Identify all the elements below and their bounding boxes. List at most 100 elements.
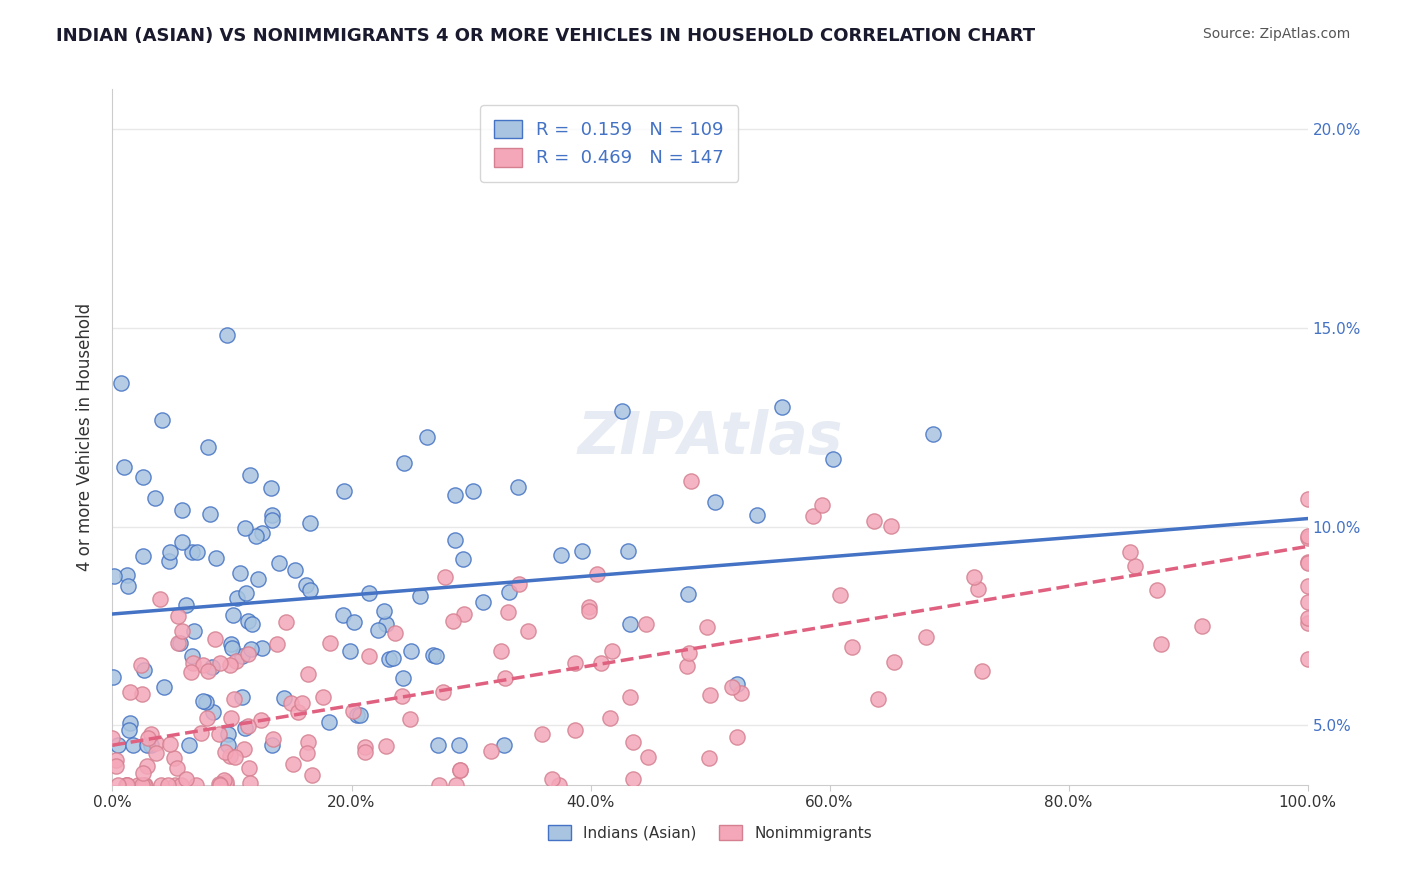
Point <box>1191 619 1213 633</box>
Point <box>115 568 138 582</box>
Point <box>186 545 208 559</box>
Point <box>399 644 422 658</box>
Point <box>139 727 162 741</box>
Point <box>174 772 197 786</box>
Point <box>145 736 167 750</box>
Point <box>357 648 380 663</box>
Point <box>564 723 586 738</box>
Point <box>131 687 153 701</box>
Text: ZIPAtlas: ZIPAtlas <box>578 409 842 466</box>
Point <box>232 742 254 756</box>
Point <box>578 603 600 617</box>
Point <box>101 670 124 684</box>
Point <box>200 507 222 521</box>
Point <box>391 689 413 703</box>
Point <box>250 525 273 540</box>
Point <box>132 766 155 780</box>
Point <box>180 649 202 664</box>
Point <box>157 554 180 568</box>
Point <box>623 734 645 748</box>
Point <box>1296 616 1319 631</box>
Point <box>530 727 553 741</box>
Point <box>167 636 190 650</box>
Point <box>141 738 163 752</box>
Point <box>297 735 319 749</box>
Point <box>444 778 467 792</box>
Point <box>191 658 214 673</box>
Point <box>291 696 314 710</box>
Point <box>240 617 263 632</box>
Point <box>260 738 283 752</box>
Point <box>219 657 242 672</box>
Point <box>427 738 450 752</box>
Point <box>1296 579 1319 593</box>
Point <box>112 459 135 474</box>
Point <box>540 772 562 786</box>
Point <box>564 657 586 671</box>
Point <box>208 777 231 791</box>
Point <box>134 663 156 677</box>
Point <box>699 688 721 702</box>
Point <box>239 468 262 483</box>
Point <box>239 776 262 790</box>
Point <box>117 579 139 593</box>
Point <box>318 715 340 730</box>
Point <box>747 508 769 522</box>
Point <box>427 778 450 792</box>
Point <box>214 745 236 759</box>
Point <box>120 685 142 699</box>
Point <box>163 751 186 765</box>
Point <box>637 750 659 764</box>
Point <box>332 608 354 623</box>
Point <box>132 549 155 563</box>
Point <box>117 778 139 792</box>
Point <box>367 624 389 638</box>
Point <box>453 607 475 622</box>
Point <box>963 570 986 584</box>
Point <box>1296 595 1319 609</box>
Point <box>131 778 153 792</box>
Point <box>697 751 720 765</box>
Point <box>110 376 132 391</box>
Point <box>297 667 319 681</box>
Point <box>730 686 752 700</box>
Point <box>221 640 243 655</box>
Point <box>1296 532 1319 546</box>
Point <box>204 632 226 646</box>
Point <box>841 640 863 654</box>
Point <box>135 738 157 752</box>
Point <box>617 544 640 558</box>
Point <box>236 647 259 661</box>
Point <box>224 750 246 764</box>
Point <box>425 649 447 664</box>
Point <box>298 582 321 597</box>
Point <box>127 778 149 792</box>
Point <box>619 617 641 632</box>
Point <box>236 719 259 733</box>
Point <box>678 587 700 601</box>
Point <box>479 744 502 758</box>
Point <box>399 712 422 726</box>
Point <box>416 430 439 444</box>
Point <box>922 426 945 441</box>
Point <box>915 630 938 644</box>
Y-axis label: 4 or more Vehicles in Household: 4 or more Vehicles in Household <box>76 303 94 571</box>
Point <box>246 572 269 586</box>
Point <box>219 711 242 725</box>
Point <box>183 624 205 638</box>
Point <box>1296 529 1319 543</box>
Point <box>197 664 219 678</box>
Point <box>720 680 742 694</box>
Point <box>449 763 471 777</box>
Point <box>249 713 271 727</box>
Point <box>678 646 700 660</box>
Point <box>1296 555 1319 569</box>
Point <box>354 745 377 759</box>
Point <box>494 671 516 685</box>
Point <box>149 591 172 606</box>
Point <box>191 694 214 708</box>
Point <box>215 778 238 792</box>
Point <box>280 696 302 710</box>
Point <box>170 502 193 516</box>
Point <box>235 586 257 600</box>
